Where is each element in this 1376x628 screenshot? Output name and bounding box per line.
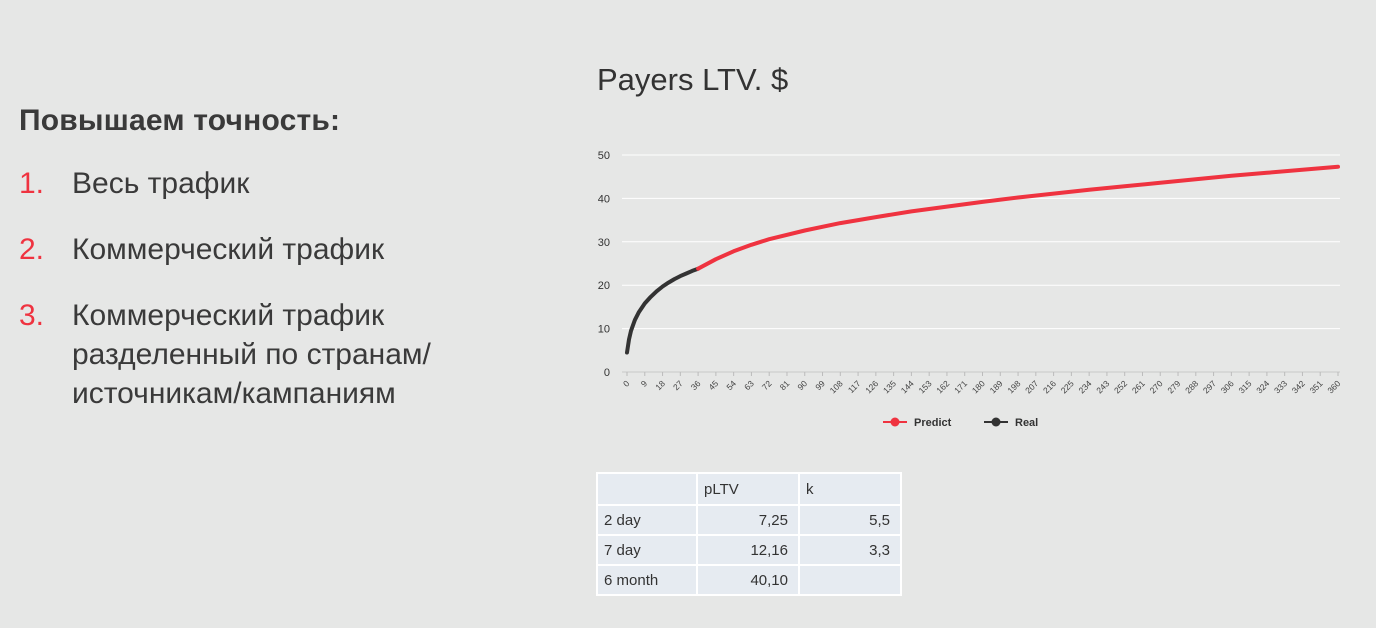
legend-label: Predict	[914, 417, 952, 429]
x-tick-label: 153	[916, 378, 933, 395]
y-tick-label: 30	[598, 237, 610, 249]
x-tick-label: 225	[1059, 378, 1076, 395]
x-tick-label: 306	[1219, 378, 1236, 395]
x-tick-label: 360	[1325, 378, 1342, 395]
x-tick-label: 117	[846, 378, 863, 395]
x-tick-label: 162	[934, 378, 951, 395]
x-tick-label: 288	[1183, 378, 1200, 395]
x-tick-label: 27	[671, 378, 685, 392]
legend-marker	[991, 417, 1001, 427]
table-cell: 7,25	[696, 504, 800, 536]
x-tick-label: 54	[724, 378, 738, 392]
x-tick-label: 216	[1041, 378, 1058, 395]
list-item: 3. Коммерческий трафик разделенный по ст…	[19, 296, 539, 413]
x-tick-label: 18	[653, 378, 667, 392]
x-tick-label: 279	[1165, 378, 1182, 395]
x-tick-label: 9	[639, 378, 650, 389]
table-header-row: pLTV k	[596, 472, 902, 506]
x-tick-label: 81	[778, 378, 792, 392]
x-tick-label: 261	[1130, 378, 1147, 395]
x-tick-label: 243	[1094, 378, 1111, 395]
series-line-predict	[696, 164, 1340, 271]
list-text: Весь трафик	[72, 167, 250, 200]
table-cell: 5,5	[798, 504, 902, 536]
legend-label: Real	[1015, 417, 1038, 429]
left-panel: Повышаем точность: 1. Весь трафик 2. Ком…	[19, 104, 539, 440]
x-tick-label: 126	[863, 378, 880, 395]
x-tick-label: 315	[1236, 378, 1253, 395]
y-tick-label: 10	[598, 324, 610, 336]
legend-marker	[890, 417, 900, 427]
points-list: 1. Весь трафик 2. Коммерческий трафик 3.…	[19, 164, 539, 413]
table-cell: 3,3	[798, 534, 902, 566]
y-tick-label: 20	[598, 280, 610, 292]
table-cell: 12,16	[696, 534, 800, 566]
x-tick-label: 333	[1272, 378, 1289, 395]
table-cell: 40,10	[696, 564, 800, 596]
x-tick-label: 351	[1308, 378, 1325, 395]
list-number: 1.	[19, 167, 45, 200]
x-tick-label: 63	[742, 378, 756, 392]
list-item: 1. Весь трафик	[19, 164, 539, 203]
table-cell: 7 day	[596, 534, 698, 566]
list-number: 2.	[19, 233, 45, 266]
x-tick-label: 135	[881, 378, 898, 395]
x-tick-label: 252	[1112, 378, 1129, 395]
y-tick-label: 40	[598, 193, 610, 205]
table-row: 6 month 40,10	[596, 564, 902, 596]
x-tick-label: 198	[1005, 378, 1022, 395]
table-header-cell: k	[798, 472, 902, 506]
list-number: 3.	[19, 299, 45, 332]
list-text: Коммерческий трафик	[72, 233, 385, 266]
x-tick-label: 90	[795, 378, 809, 392]
x-tick-label: 342	[1290, 378, 1307, 395]
table-row: 2 day 7,25 5,5	[596, 504, 902, 536]
pltv-table: pLTV k 2 day 7,25 5,5 7 day 12,16 3,3 6 …	[596, 472, 902, 596]
x-tick-label: 324	[1254, 378, 1271, 395]
list-item: 2. Коммерческий трафик	[19, 230, 539, 269]
y-tick-label: 50	[598, 150, 610, 162]
x-tick-label: 234	[1076, 378, 1093, 395]
x-tick-label: 99	[813, 378, 827, 392]
x-tick-label: 0	[621, 378, 632, 389]
y-tick-label: 0	[604, 367, 610, 379]
table-header-cell: pLTV	[696, 472, 800, 506]
table-cell: 6 month	[596, 564, 698, 596]
table-cell: 2 day	[596, 504, 698, 536]
x-tick-label: 180	[970, 378, 987, 395]
x-tick-label: 36	[689, 378, 703, 392]
table-header-cell	[596, 472, 698, 506]
x-tick-label: 270	[1148, 378, 1165, 395]
x-tick-label: 45	[707, 378, 721, 392]
x-tick-label: 72	[760, 378, 774, 392]
table-row: 7 day 12,16 3,3	[596, 534, 902, 566]
x-tick-label: 171	[952, 378, 969, 395]
x-tick-label: 108	[828, 378, 845, 395]
list-text: Коммерческий трафик разделенный по стран…	[72, 299, 431, 410]
x-tick-label: 189	[988, 378, 1005, 395]
x-tick-label: 297	[1201, 378, 1218, 395]
series-line-real	[625, 266, 701, 355]
x-tick-label: 144	[899, 378, 916, 395]
chart-title: Payers LTV. $	[597, 62, 789, 97]
section-heading: Повышаем точность:	[19, 104, 341, 137]
table-cell	[798, 564, 902, 596]
x-tick-label: 207	[1023, 378, 1040, 395]
